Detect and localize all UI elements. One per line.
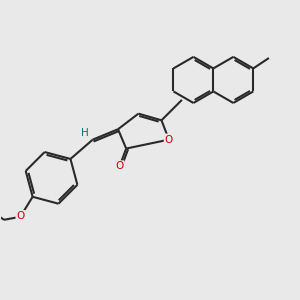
Text: O: O xyxy=(16,211,25,221)
Text: O: O xyxy=(165,135,173,145)
Text: O: O xyxy=(116,161,124,171)
Text: H: H xyxy=(81,128,88,138)
